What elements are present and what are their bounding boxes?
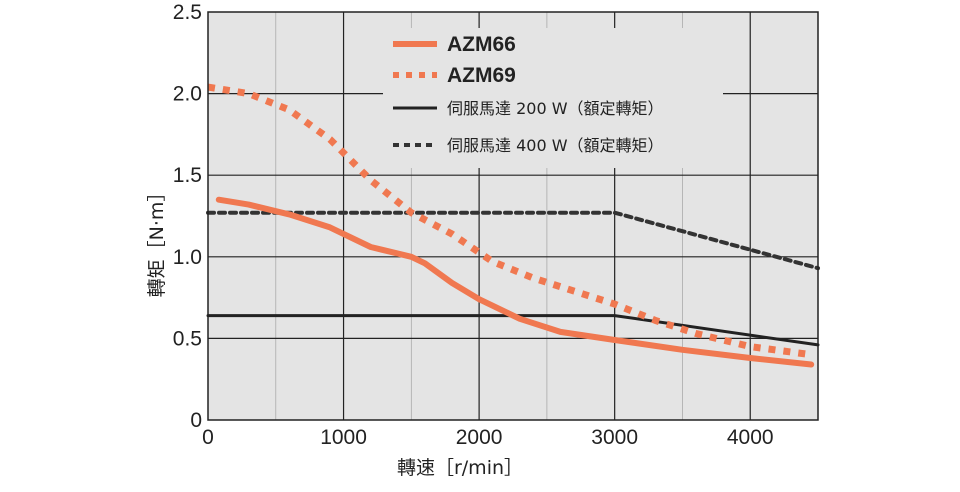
y-tick-label: 2.5 — [173, 1, 202, 24]
legend-label-servo-400w: 伺服馬達 400 W（額定轉矩） — [447, 136, 664, 155]
x-tick-label: 4000 — [727, 426, 774, 449]
y-tick-label: 1.5 — [173, 164, 202, 187]
series-line-1 — [207, 83, 812, 359]
x-tick-label: 0 — [202, 426, 214, 449]
y-tick-label: 1.0 — [173, 246, 202, 269]
series-line-3 — [206, 210, 820, 271]
y-axis-label: 轉矩［N·m］ — [146, 183, 168, 298]
legend: AZM66 AZM69 伺服馬達 200 W（額定轉矩） 伺服馬達 400 W（… — [383, 28, 723, 168]
x-tick-label: 2000 — [456, 426, 503, 449]
plot-frame — [207, 11, 819, 421]
x-tick-label: 3000 — [591, 426, 638, 449]
ticks: 0 1000 2000 3000 4000 0 0.5 1.0 1.5 2.0 2.5 — [173, 1, 774, 449]
legend-label-servo-200w: 伺服馬達 200 W（額定轉矩） — [447, 99, 664, 118]
y-tick-label: 0 — [190, 409, 202, 432]
legend-background — [383, 28, 723, 168]
series-layer — [206, 83, 820, 368]
series-line-2 — [206, 314, 820, 347]
x-tick-label: 1000 — [320, 426, 367, 449]
x-axis-label: 轉速［r/min］ — [397, 457, 523, 479]
series-line-0 — [215, 196, 815, 368]
legend-label-azm69: AZM69 — [447, 64, 516, 87]
y-tick-label: 2.0 — [173, 83, 202, 106]
y-tick-label: 0.5 — [173, 327, 202, 350]
legend-label-azm66: AZM66 — [447, 33, 516, 56]
